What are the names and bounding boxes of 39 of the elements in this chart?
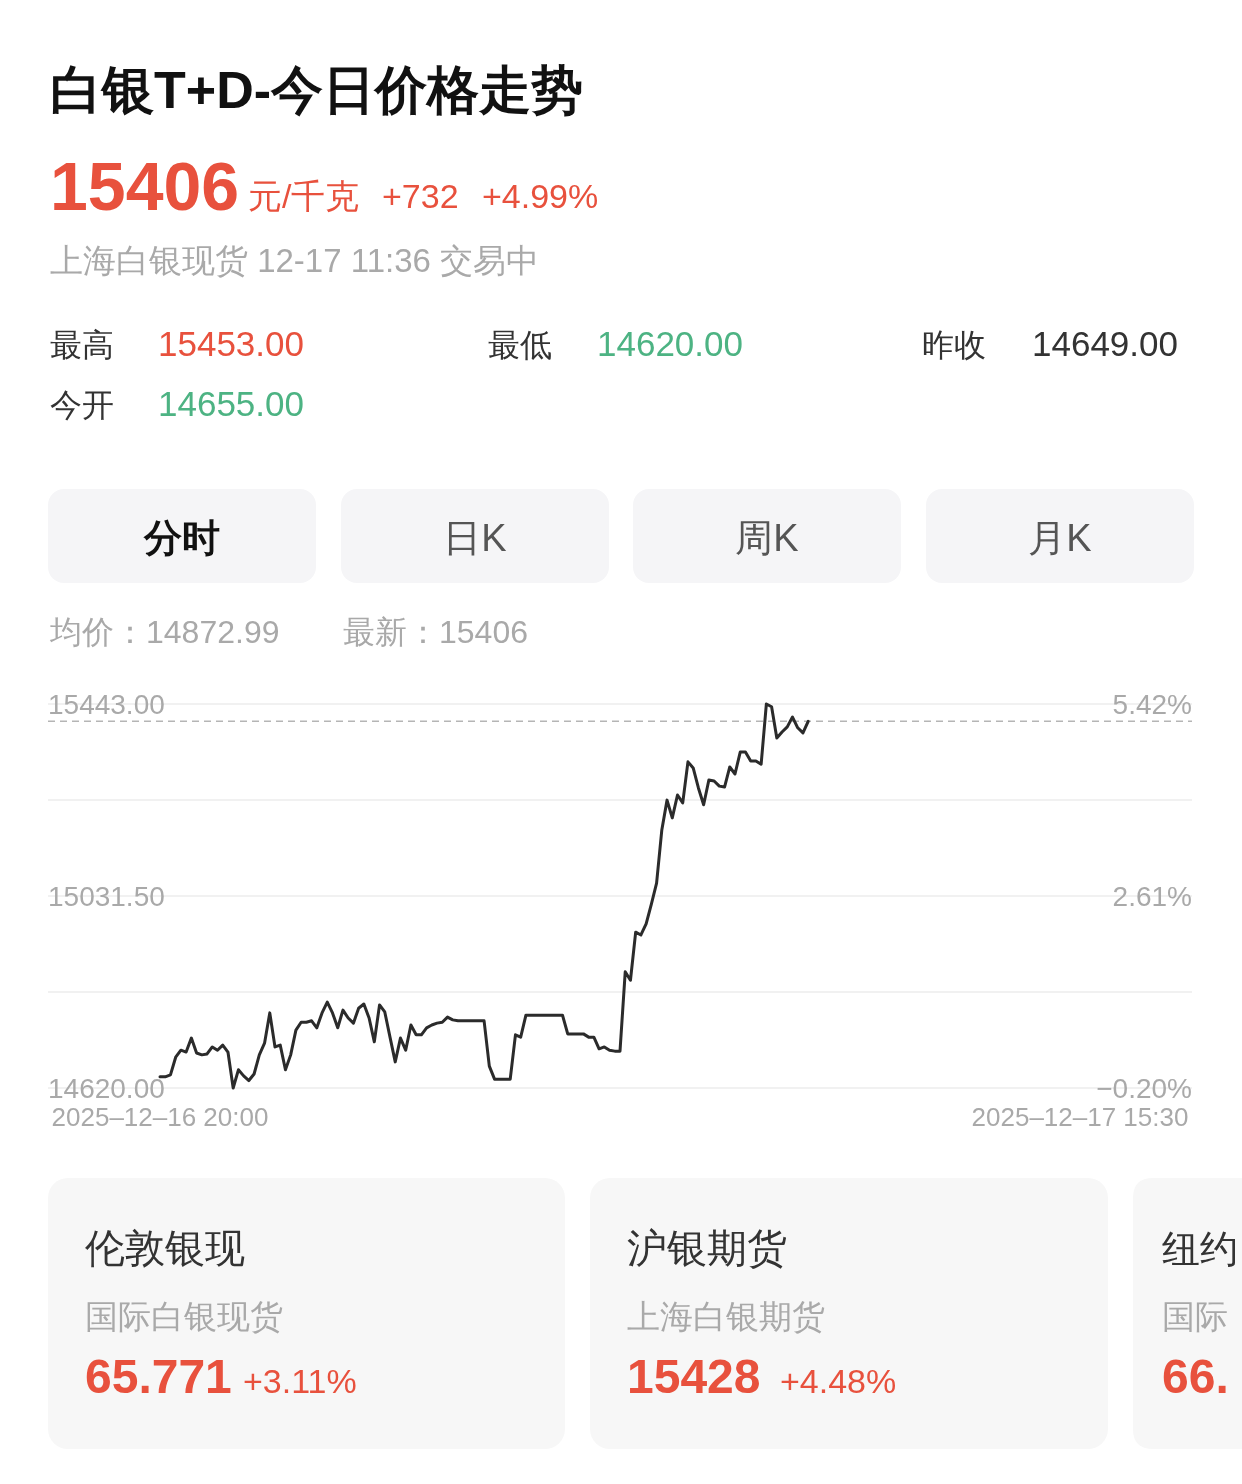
text: 最新：15406 bbox=[343, 614, 528, 650]
text: 65.771 bbox=[85, 1350, 232, 1403]
text: 今开 bbox=[50, 387, 114, 423]
x-tick-label: 2025–12–16 20:00 bbox=[51, 1102, 269, 1132]
text: 14655.00 bbox=[158, 384, 304, 423]
text: 月K bbox=[1028, 517, 1092, 559]
y2-tick-label: 2.61% bbox=[1112, 880, 1192, 912]
chart-title: 白银T+D-今日价格走势 bbox=[50, 61, 583, 119]
text: +4.48% bbox=[780, 1362, 897, 1400]
text: 沪银期货 bbox=[627, 1226, 787, 1270]
chart-subtitle: 上海白银现货 12-17 11:36 交易中 bbox=[50, 242, 540, 279]
text: +4.99% bbox=[482, 177, 599, 215]
text: 国际 bbox=[1162, 1298, 1228, 1335]
y-tick-label: 15443.00 bbox=[48, 688, 165, 720]
text: 14620.00 bbox=[597, 324, 743, 363]
x-tick-label: 2025–12–17 15:30 bbox=[971, 1102, 1189, 1132]
y-tick-label: 14620.00 bbox=[48, 1072, 165, 1104]
text: 最低 bbox=[488, 327, 552, 363]
text: 周K bbox=[735, 517, 799, 559]
y-tick-label: 15031.50 bbox=[48, 880, 165, 912]
text: 15406 bbox=[50, 148, 240, 224]
text: 元/千克 bbox=[248, 177, 360, 215]
text: 分时 bbox=[143, 517, 220, 559]
text: 上海白银期货 bbox=[627, 1298, 825, 1335]
text: 66. bbox=[1162, 1350, 1229, 1403]
text: 日K bbox=[443, 517, 507, 559]
text: 国际白银现货 bbox=[85, 1298, 283, 1335]
text: 最高 bbox=[50, 327, 114, 363]
y2-tick-label: 5.42% bbox=[1112, 688, 1192, 720]
text: 伦敦银现 bbox=[85, 1226, 245, 1270]
text: 15453.00 bbox=[158, 324, 304, 363]
text: 14649.00 bbox=[1032, 324, 1178, 363]
y2-tick-label: −0.20% bbox=[1096, 1072, 1192, 1104]
text: 15428 bbox=[627, 1350, 761, 1403]
text: 昨收 bbox=[922, 327, 986, 363]
text: 纽约 bbox=[1162, 1228, 1238, 1270]
text: +3.11% bbox=[243, 1362, 357, 1400]
text: 均价：14872.99 bbox=[49, 614, 280, 650]
text: +732 bbox=[382, 177, 459, 215]
